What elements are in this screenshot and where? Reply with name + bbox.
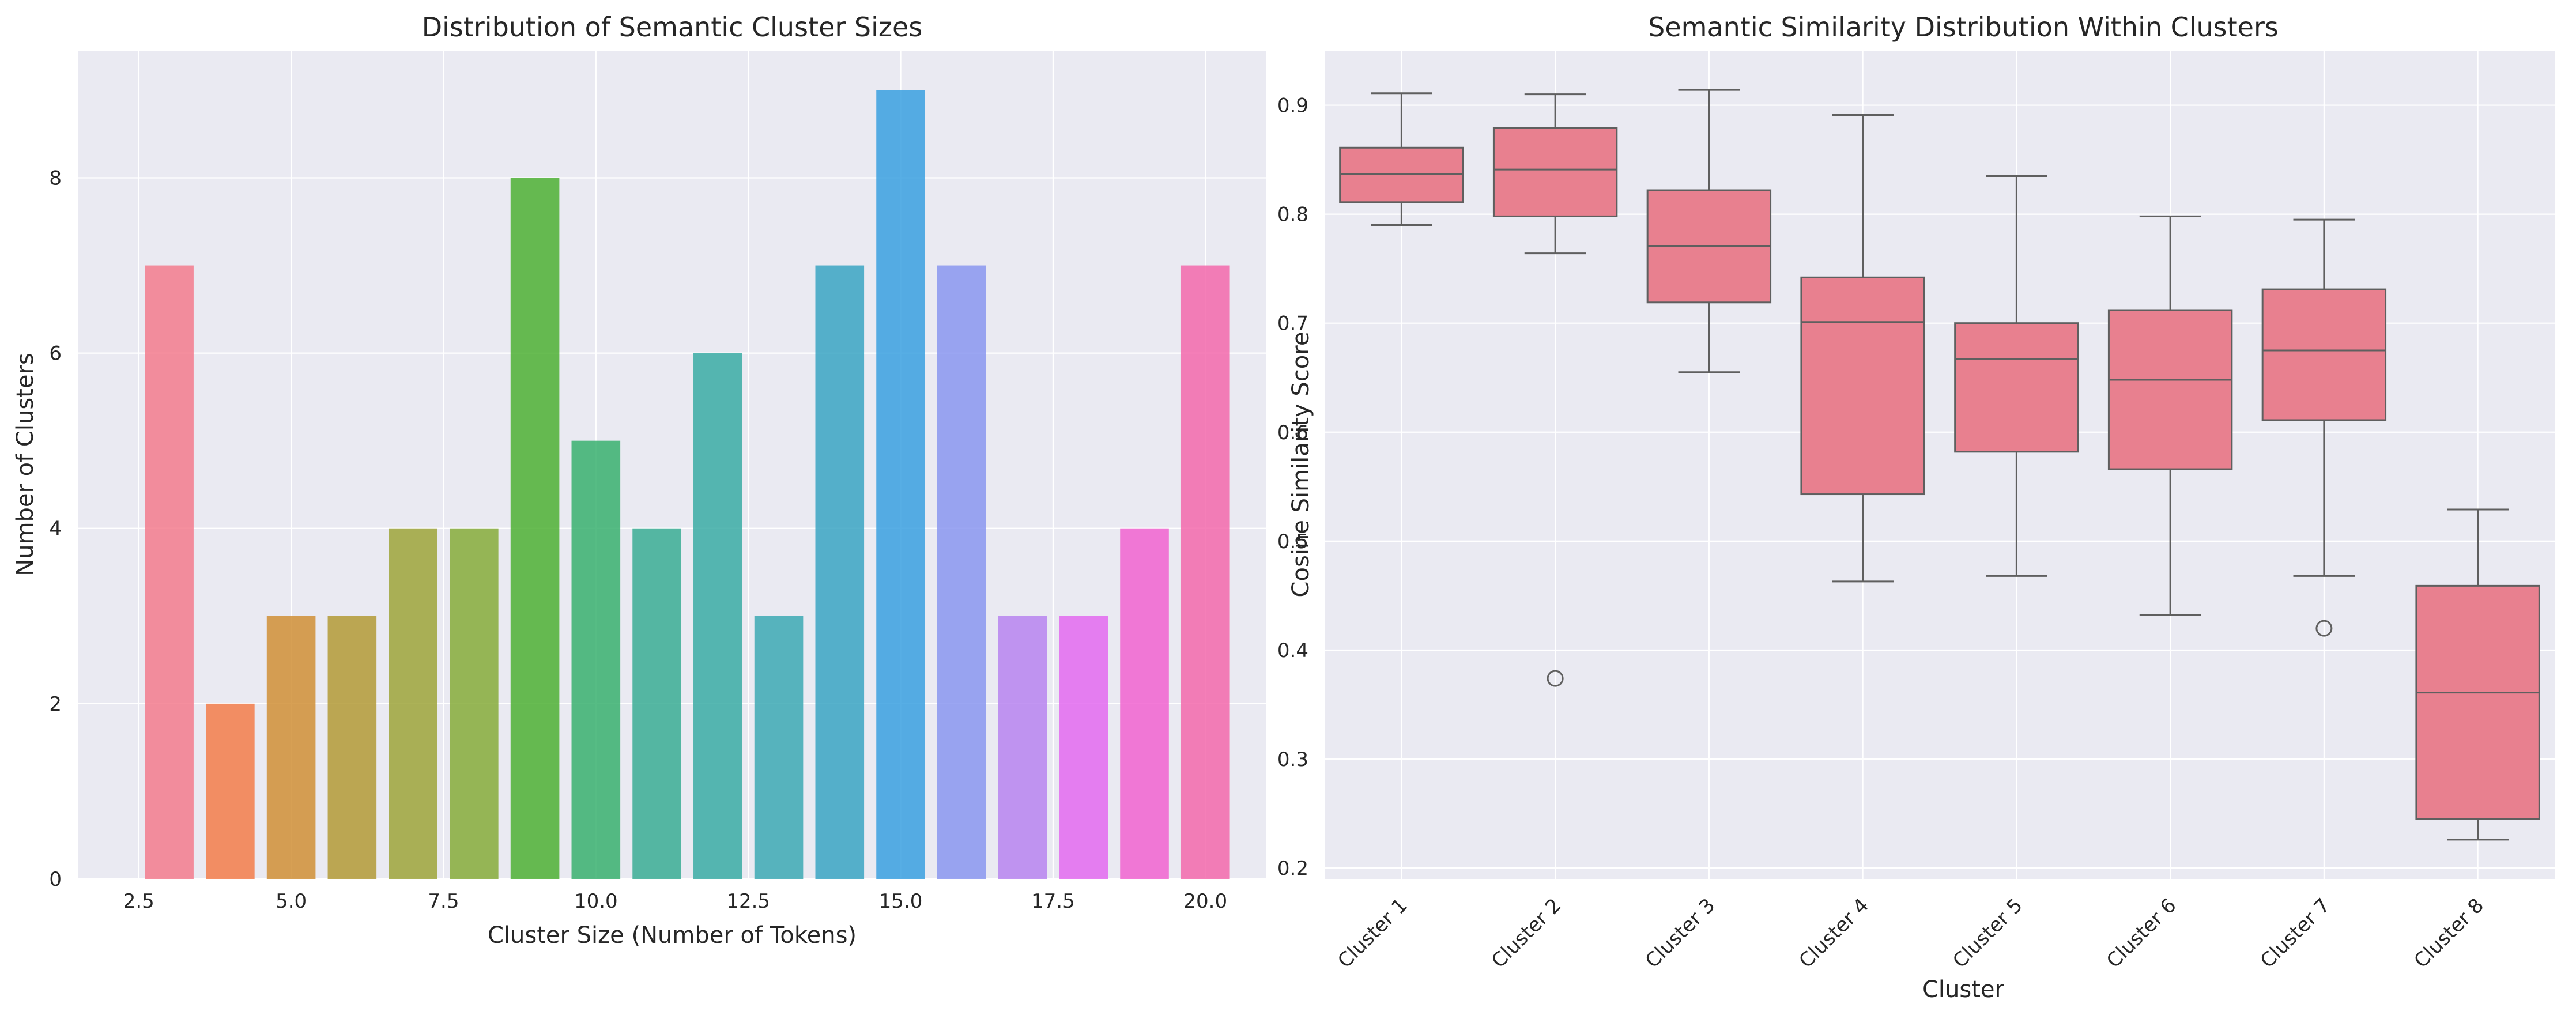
bar-chart-x-tick-label: 20.0 bbox=[1183, 890, 1227, 913]
box-plot-y-tick-label: 0.3 bbox=[1277, 748, 1308, 771]
box-plot-y-tick-label: 0.9 bbox=[1277, 95, 1308, 118]
bar bbox=[1120, 528, 1169, 879]
box-8 bbox=[2415, 508, 2540, 841]
bar-chart-x-tick-label: 12.5 bbox=[726, 890, 770, 913]
iqr-box bbox=[2415, 584, 2540, 820]
bar-chart-cluster-sizes: 2.5 5.0 7.5 10.0 12.5 15.0 17.5 20.0 0 2 4 6 8 Dist… bbox=[12, 12, 1266, 949]
bar-chart-bars bbox=[145, 90, 1230, 879]
bar-chart-y-tick-label: 6 bbox=[49, 342, 62, 365]
bar-chart-x-tick-label: 7.5 bbox=[428, 890, 459, 913]
box-6 bbox=[2107, 215, 2233, 616]
bar bbox=[632, 528, 681, 879]
box-plot-y-tick-label: 0.5 bbox=[1277, 530, 1308, 553]
box-plot-x-tick-label: Cluster 8 bbox=[2409, 894, 2488, 973]
bar bbox=[266, 616, 316, 879]
bar bbox=[754, 616, 804, 879]
bar bbox=[1059, 616, 1108, 879]
box-3 bbox=[1646, 89, 1772, 373]
box-plot-y-axis-label: Cosine Similarity Score bbox=[1288, 332, 1314, 598]
bar-chart-y-tick-label: 4 bbox=[49, 518, 62, 541]
bar-chart-x-tick-label: 15.0 bbox=[879, 890, 923, 913]
box-plot-x-tick-label: Cluster 4 bbox=[1794, 894, 1873, 973]
bar-chart-x-tick-label: 5.0 bbox=[276, 890, 307, 913]
box-plot-y-tick-label: 0.6 bbox=[1277, 421, 1308, 444]
bar bbox=[1180, 265, 1230, 879]
box-plot-x-tick-label: Cluster 6 bbox=[2102, 894, 2181, 973]
box-5 bbox=[1954, 175, 2079, 577]
box-2 bbox=[1492, 93, 1618, 687]
outlier-point bbox=[1547, 670, 1564, 687]
bar-chart-y-axis-label: Number of Clusters bbox=[12, 353, 39, 576]
bar-chart-title: Distribution of Semantic Cluster Sizes bbox=[422, 12, 923, 43]
bar-chart-y-tick-label: 8 bbox=[49, 167, 62, 190]
bar-chart-y-ticks: 0 2 4 6 8 bbox=[49, 167, 62, 891]
box-plot-x-tick-label: Cluster 5 bbox=[1948, 894, 2027, 973]
bar bbox=[876, 90, 925, 879]
bar bbox=[327, 616, 377, 879]
box-plot-y-tick-label: 0.8 bbox=[1277, 203, 1308, 227]
bar-chart-y-tick-label: 2 bbox=[49, 693, 62, 716]
box-1 bbox=[1339, 92, 1464, 227]
bar bbox=[571, 440, 621, 879]
box-plot-y-ticks: 0.2 0.3 0.4 0.5 0.6 0.7 0.8 0.9 bbox=[1277, 95, 1308, 881]
box-plot-x-tick-label: Cluster 2 bbox=[1487, 894, 1566, 973]
bar bbox=[815, 265, 865, 879]
bar-chart-x-tick-label: 17.5 bbox=[1031, 890, 1075, 913]
bar bbox=[206, 703, 255, 879]
bar-chart-x-axis-label: Cluster Size (Number of Tokens) bbox=[488, 922, 857, 949]
box-7 bbox=[2261, 218, 2387, 637]
box-plot-y-tick-label: 0.7 bbox=[1277, 312, 1308, 335]
outlier-point bbox=[2315, 620, 2333, 637]
box-plot-x-tick-label: Cluster 1 bbox=[1333, 894, 1412, 973]
bar-chart-x-tick-label: 2.5 bbox=[123, 890, 154, 913]
box-plot-x-axis-label: Cluster bbox=[1922, 976, 2005, 1003]
bar-chart-y-tick-label: 0 bbox=[49, 868, 62, 891]
iqr-box bbox=[1800, 276, 1925, 496]
box-4 bbox=[1800, 114, 1925, 583]
bar bbox=[693, 353, 742, 879]
box-plot-x-ticks: Cluster 1 Cluster 2 Cluster 3 Cluster 4 Clus… bbox=[1333, 894, 2488, 973]
bar bbox=[145, 265, 194, 879]
box-plot-x-tick-label: Cluster 7 bbox=[2256, 894, 2335, 973]
bar-chart-x-tick-label: 10.0 bbox=[574, 890, 618, 913]
box-plot-similarity: Cluster 1 Cluster 2 Cluster 3 Cluster 4 Clus… bbox=[1277, 12, 2555, 1003]
bar bbox=[998, 616, 1047, 879]
bar-chart-x-ticks: 2.5 5.0 7.5 10.0 12.5 15.0 17.5 20.0 bbox=[123, 890, 1227, 913]
bar bbox=[937, 265, 986, 879]
iqr-box bbox=[1954, 322, 2079, 453]
iqr-box bbox=[2107, 309, 2233, 470]
bar bbox=[450, 528, 499, 879]
bar bbox=[510, 178, 560, 879]
iqr-box bbox=[2261, 288, 2387, 421]
bar bbox=[389, 528, 437, 879]
box-plot-y-tick-label: 0.4 bbox=[1277, 639, 1308, 662]
iqr-box bbox=[1339, 146, 1464, 203]
box-plot-boxes bbox=[1339, 89, 2540, 841]
box-plot-title: Semantic Similarity Distribution Within … bbox=[1648, 12, 2279, 43]
box-plot-y-tick-label: 0.2 bbox=[1277, 857, 1308, 880]
box-plot-x-tick-label: Cluster 3 bbox=[1641, 894, 1720, 973]
iqr-box bbox=[1492, 127, 1618, 217]
